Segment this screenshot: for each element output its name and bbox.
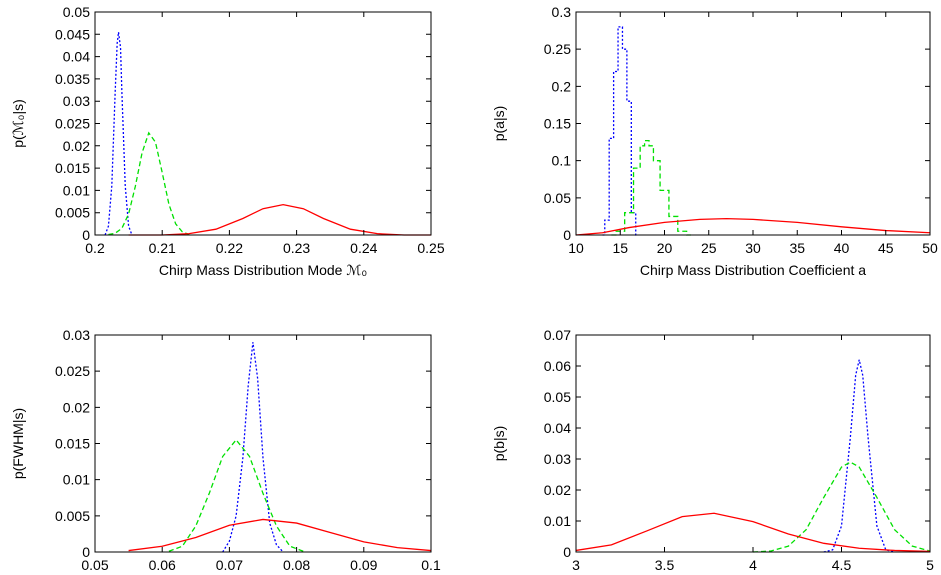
y-tick-label: 0.1 bbox=[552, 153, 572, 169]
x-tick-label: 30 bbox=[745, 240, 761, 256]
y-axis-label: p(ℳ₀|s) bbox=[10, 99, 26, 148]
y-tick-label: 0.005 bbox=[55, 508, 90, 524]
axes-frame bbox=[94, 11, 432, 236]
x-tick-label: 40 bbox=[834, 240, 850, 256]
x-tick-label: 0.22 bbox=[216, 240, 243, 256]
series-line bbox=[104, 31, 133, 236]
y-tick-label: 0.05 bbox=[544, 389, 571, 405]
x-tick-label: 45 bbox=[878, 240, 894, 256]
x-tick-label: 0.24 bbox=[350, 240, 377, 256]
y-tick-label: 0.005 bbox=[55, 205, 90, 221]
x-tick-label: 0.1 bbox=[421, 557, 441, 573]
y-tick-label: 0.03 bbox=[63, 327, 90, 343]
y-tick-label: 0 bbox=[563, 544, 571, 560]
x-tick-label: 15 bbox=[612, 240, 628, 256]
x-tick-label: 3.5 bbox=[655, 557, 675, 573]
y-tick-label: 0.06 bbox=[544, 358, 571, 374]
x-tick-label: 0.21 bbox=[149, 240, 176, 256]
x-tick-label: 4.5 bbox=[832, 557, 852, 573]
y-tick-label: 0.04 bbox=[544, 420, 571, 436]
x-tick-label: 5 bbox=[926, 557, 934, 573]
series-line bbox=[128, 518, 432, 552]
series-line bbox=[752, 461, 931, 553]
x-axis-label: Chirp Mass Distribution Mode ℳ₀ bbox=[159, 262, 367, 278]
series-line bbox=[108, 131, 190, 236]
y-tick-label: 0.05 bbox=[63, 4, 90, 20]
y-tick-label: 0 bbox=[82, 544, 90, 560]
y-axis-label: p(a|s) bbox=[491, 106, 507, 142]
y-tick-label: 0.3 bbox=[552, 4, 572, 20]
y-tick-label: 0 bbox=[82, 227, 90, 243]
y-tick-label: 0.02 bbox=[63, 138, 90, 154]
x-tick-label: 3 bbox=[572, 557, 580, 573]
y-tick-label: 0.015 bbox=[55, 436, 90, 452]
y-tick-label: 0.01 bbox=[63, 472, 90, 488]
x-tick-label: 0.05 bbox=[81, 557, 108, 573]
y-tick-label: 0.015 bbox=[55, 160, 90, 176]
y-tick-label: 0.25 bbox=[544, 41, 571, 57]
x-tick-label: 0.25 bbox=[417, 240, 444, 256]
x-tick-label: 0.08 bbox=[283, 557, 310, 573]
x-tick-label: 4 bbox=[749, 557, 757, 573]
y-tick-label: 0.04 bbox=[63, 49, 90, 65]
x-tick-label: 0.07 bbox=[216, 557, 243, 573]
x-tick-label: 20 bbox=[657, 240, 673, 256]
x-tick-label: 0.09 bbox=[350, 557, 377, 573]
x-tick-label: 25 bbox=[701, 240, 717, 256]
x-tick-label: 0.06 bbox=[149, 557, 176, 573]
y-tick-label: 0.2 bbox=[552, 78, 572, 94]
y-tick-label: 0.03 bbox=[544, 451, 571, 467]
series-line bbox=[575, 512, 931, 553]
y-tick-label: 0.025 bbox=[55, 363, 90, 379]
y-tick-label: 0.01 bbox=[544, 513, 571, 529]
series-line bbox=[128, 204, 431, 236]
x-tick-label: 50 bbox=[922, 240, 938, 256]
y-tick-label: 0.15 bbox=[544, 116, 571, 132]
axes-frame bbox=[575, 11, 931, 236]
y-tick-label: 0.01 bbox=[63, 182, 90, 198]
y-tick-label: 0 bbox=[563, 227, 571, 243]
series-line bbox=[575, 217, 931, 236]
series-line bbox=[602, 26, 638, 236]
series-line bbox=[168, 438, 304, 552]
y-tick-label: 0.03 bbox=[63, 93, 90, 109]
series-line bbox=[611, 139, 692, 236]
y-axis-label: p(FWHM|s) bbox=[10, 408, 26, 479]
series-line bbox=[823, 359, 895, 553]
y-tick-label: 0.025 bbox=[55, 116, 90, 132]
x-tick-label: 0.23 bbox=[283, 240, 310, 256]
series-line bbox=[222, 342, 284, 553]
x-tick-label: 35 bbox=[789, 240, 805, 256]
y-tick-label: 0.035 bbox=[55, 71, 90, 87]
y-tick-label: 0.045 bbox=[55, 26, 90, 42]
x-axis-label: Chirp Mass Distribution Coefficient a bbox=[640, 262, 866, 278]
y-axis-label: p(b|s) bbox=[491, 426, 507, 462]
x-tick-label: 10 bbox=[568, 240, 584, 256]
y-tick-label: 0.02 bbox=[63, 399, 90, 415]
y-tick-label: 0.02 bbox=[544, 482, 571, 498]
y-tick-label: 0.07 bbox=[544, 327, 571, 343]
y-tick-label: 0.05 bbox=[544, 190, 571, 206]
x-tick-label: 0.2 bbox=[85, 240, 105, 256]
axes-frame bbox=[575, 334, 931, 553]
